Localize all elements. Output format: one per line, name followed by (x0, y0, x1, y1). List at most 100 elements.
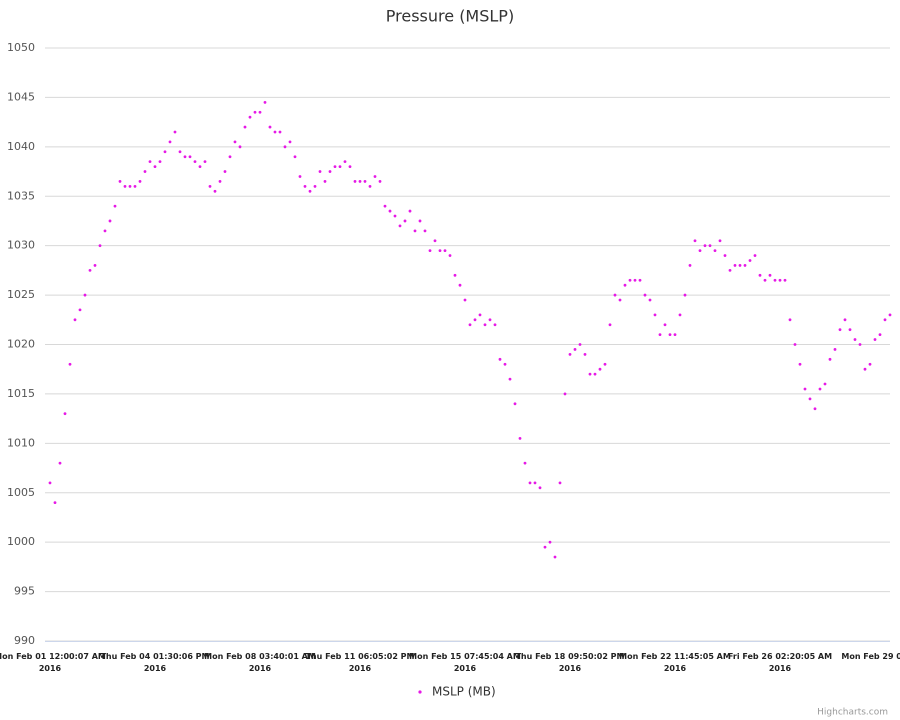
data-point (858, 343, 862, 346)
y-tick-label: 990 (14, 634, 35, 647)
data-point (343, 160, 347, 164)
data-point (678, 313, 682, 317)
data-point (313, 184, 317, 188)
data-point (293, 155, 297, 159)
data-point (203, 160, 207, 164)
y-tick-label: 1035 (7, 189, 35, 202)
data-point (463, 298, 467, 302)
data-point (783, 278, 787, 282)
data-point (238, 145, 242, 149)
x-tick-label: Mon Feb 22 11:45:05 AM 2016 (619, 652, 731, 673)
data-point (193, 160, 197, 164)
data-point (443, 249, 447, 253)
data-point (603, 362, 607, 366)
data-point (578, 343, 582, 346)
data-point (713, 249, 717, 253)
data-point (168, 140, 172, 144)
data-point (388, 209, 392, 213)
y-tick-label: 1020 (7, 338, 35, 351)
data-point (828, 357, 832, 361)
data-point (798, 362, 802, 366)
data-point (768, 273, 772, 277)
data-point (633, 278, 637, 282)
data-point (348, 165, 352, 169)
data-point (448, 254, 452, 257)
data-point (478, 313, 482, 317)
data-point (793, 343, 797, 346)
data-point (558, 481, 562, 485)
y-tick-label: 1030 (7, 239, 35, 252)
data-point (848, 328, 852, 332)
x-tick-label: Mon Feb 01 12:00:07 AM 2016 (0, 652, 106, 673)
data-point (333, 165, 337, 169)
data-point (563, 392, 567, 396)
data-point (453, 273, 457, 277)
data-point (513, 402, 517, 406)
data-point (708, 244, 712, 248)
data-point (823, 382, 827, 386)
data-point (788, 318, 792, 322)
data-point (258, 110, 262, 114)
data-point (128, 184, 132, 188)
data-point (383, 204, 387, 208)
data-point (533, 481, 537, 485)
data-point (323, 180, 327, 183)
y-tick-label: 995 (14, 585, 35, 598)
data-point (278, 130, 282, 134)
data-point (618, 298, 622, 302)
data-point (663, 323, 667, 327)
data-point (133, 184, 137, 188)
data-point (853, 338, 857, 341)
data-point (118, 180, 122, 183)
data-point (568, 352, 572, 356)
data-point (588, 372, 592, 376)
data-point (593, 372, 597, 376)
x-tick-label: Thu Feb 18 09:50:02 PM 2016 (515, 652, 624, 673)
data-point (113, 204, 117, 208)
data-point (368, 184, 372, 188)
data-point (458, 283, 462, 287)
data-point (888, 313, 892, 317)
data-point (748, 259, 752, 262)
data-point (863, 367, 867, 371)
data-point (483, 323, 487, 327)
data-point (98, 244, 102, 248)
y-tick-label: 1040 (7, 140, 35, 153)
data-point (143, 170, 147, 173)
data-point (218, 180, 222, 183)
data-point (813, 407, 817, 411)
data-point (738, 264, 742, 267)
data-point (583, 352, 587, 356)
data-point (743, 264, 747, 267)
data-point (758, 273, 762, 277)
data-point (68, 362, 72, 366)
data-point (328, 170, 332, 173)
data-point (433, 239, 437, 243)
data-point (688, 264, 692, 267)
data-point (623, 283, 627, 287)
data-point (883, 318, 887, 322)
data-point (393, 214, 397, 218)
data-point (538, 486, 542, 490)
data-point (288, 140, 292, 144)
data-point (363, 180, 367, 183)
data-point (683, 293, 687, 297)
data-point (508, 377, 512, 381)
data-point (198, 165, 202, 169)
data-point (648, 298, 652, 302)
credits[interactable]: Highcharts.com (817, 708, 888, 718)
data-point (163, 150, 167, 154)
data-point (423, 229, 427, 233)
data-point (693, 239, 697, 243)
data-point (643, 293, 647, 297)
x-tick-label: Thu Feb 11 06:05:02 PM 2016 (305, 652, 414, 673)
data-point (598, 367, 602, 371)
data-point (413, 229, 417, 233)
data-point (93, 264, 97, 267)
data-point (248, 115, 252, 119)
data-point (878, 333, 882, 337)
data-point (638, 278, 642, 282)
data-point (673, 333, 677, 337)
